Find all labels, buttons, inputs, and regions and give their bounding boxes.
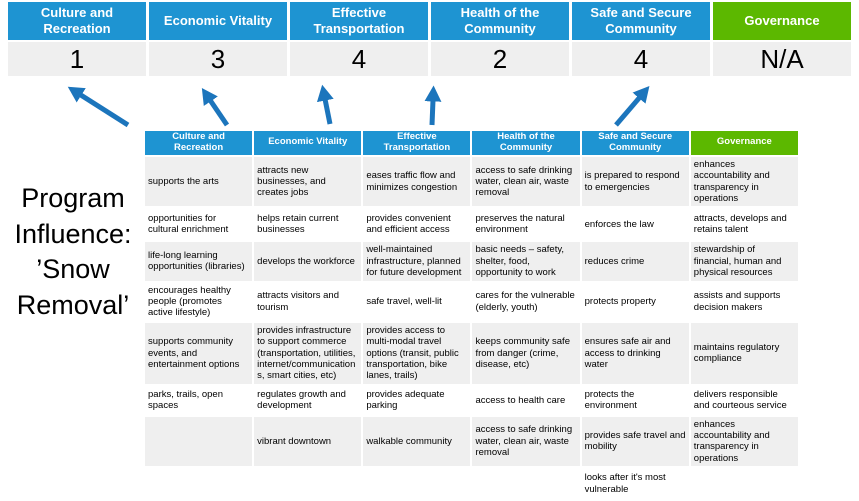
matrix-row-3: life-long learning opportunities (librar…: [142, 240, 801, 283]
matrix-cell-5-1: supports community events, and entertain…: [142, 320, 255, 386]
matrix-cell-6-1: parks, trails, open spaces: [142, 383, 255, 417]
matrix-body: supports the arts attracts new businesses…: [142, 154, 801, 501]
matrix-cell-8-1: [142, 466, 255, 501]
matrix-cell-5-3: provides access to multi-modal travel op…: [361, 320, 473, 386]
matrix-header-2: Effective Transportation: [361, 129, 473, 157]
matrix-cell-5-2: provides infrastructure to support comme…: [252, 320, 364, 386]
summary-header-5: Governance: [713, 2, 851, 40]
matrix-cell-1-1: supports the arts: [142, 154, 255, 209]
arrow-up-right-icon: [614, 85, 650, 127]
summary-score-3: 2: [431, 42, 569, 76]
summary-header-1: Economic Vitality: [149, 2, 287, 40]
matrix-cell-2-1: opportunities for cultural enrichment: [142, 206, 255, 243]
influence-matrix: Culture and Recreation Economic Vitality E…: [142, 129, 801, 501]
summary-header-3: Health of the Community: [431, 2, 569, 40]
matrix-cell-3-6: stewardship of financial, human and phys…: [688, 240, 801, 283]
matrix-cell-5-5: ensures safe air and access to drinking …: [579, 320, 691, 386]
matrix-header-4: Safe and Secure Community: [579, 129, 691, 157]
matrix-cell-2-5: enforces the law: [579, 206, 691, 243]
matrix-cell-8-3: [361, 466, 473, 501]
summary-score-5: N/A: [713, 42, 851, 76]
arrow-up-icon: [316, 84, 334, 125]
matrix-row-5: supports community events, and entertain…: [142, 320, 801, 386]
matrix-cell-6-3: provides adequate parking: [361, 383, 473, 417]
matrix-row-4: encourages healthy people (promotes acti…: [142, 280, 801, 323]
summary-header-4: Safe and Secure Community: [572, 2, 710, 40]
program-title-line: Removal’: [16, 289, 130, 320]
matrix-cell-8-5: looks after it's most vulnerable: [579, 466, 691, 501]
influence-arrows: [67, 84, 650, 128]
summary-score-1: 3: [149, 42, 287, 76]
program-title-line: Program: [21, 183, 125, 213]
matrix-cell-1-3: eases traffic flow and minimizes congest…: [361, 154, 473, 209]
program-title-line: ’Snow: [36, 254, 110, 285]
matrix-cell-5-6: maintains regulatory compliance: [688, 320, 801, 386]
matrix-cell-1-2: attracts new businesses, and creates job…: [252, 154, 364, 209]
matrix-cell-7-6: enhances accountability and transparency…: [688, 414, 801, 469]
matrix-cell-3-2: develops the workforce: [252, 240, 364, 283]
arrow-up-left-icon: [201, 88, 230, 127]
arrow-up-icon: [424, 85, 442, 126]
summary-score-0: 1: [8, 42, 146, 76]
matrix-cell-7-3: walkable community: [361, 414, 473, 469]
summary-header-2: Effective Transportation: [290, 2, 428, 40]
arrow-up-left-icon: [67, 86, 130, 128]
matrix-row-7: vibrant downtown walkable community access…: [142, 414, 801, 469]
matrix-cell-8-2: [252, 466, 364, 501]
matrix-header-5: Governance: [688, 129, 801, 157]
summary-score-4: 4: [572, 42, 710, 76]
matrix-cell-5-4: keeps community safe from danger (crime,…: [470, 320, 582, 386]
matrix-cell-4-6: assists and supports decision makers: [688, 280, 801, 323]
matrix-cell-6-6: delivers responsible and courteous servi…: [688, 383, 801, 417]
summary-score-2: 4: [290, 42, 428, 76]
matrix-header-3: Health of the Community: [470, 129, 582, 157]
matrix-cell-2-4: preserves the natural environment: [470, 206, 582, 243]
matrix-cell-7-5: provides safe travel and mobility: [579, 414, 691, 469]
matrix-row-8: looks after it's most vulnerable: [142, 466, 801, 501]
matrix-row-1: supports the arts attracts new businesses…: [142, 154, 801, 209]
matrix-cell-4-3: safe travel, well-lit: [361, 280, 473, 323]
matrix-cell-6-2: regulates growth and development: [252, 383, 364, 417]
matrix-cell-4-4: cares for the vulnerable (elderly, youth…: [470, 280, 582, 323]
matrix-cell-8-4: [470, 466, 582, 501]
matrix-header-1: Economic Vitality: [252, 129, 364, 157]
matrix-header-0: Culture and Recreation: [142, 129, 255, 157]
matrix-cell-3-3: well-maintained infrastructure, planned …: [361, 240, 473, 283]
program-title-line: Influence:: [14, 218, 132, 249]
matrix-cell-7-2: vibrant downtown: [252, 414, 364, 469]
summary-header-0: Culture and Recreation: [8, 2, 146, 40]
matrix-cell-6-4: access to health care: [470, 383, 582, 417]
matrix-cell-7-1: [142, 414, 255, 469]
matrix-cell-4-5: protects property: [579, 280, 691, 323]
matrix-cell-6-5: protects the environment: [579, 383, 691, 417]
matrix-cell-1-5: is prepared to respond to emergencies: [579, 154, 691, 209]
matrix-cell-8-6: [688, 466, 801, 501]
matrix-cell-4-1: encourages healthy people (promotes acti…: [142, 280, 255, 323]
matrix-header-row: Culture and Recreation Economic Vitality E…: [142, 129, 801, 157]
matrix-cell-3-1: life-long learning opportunities (librar…: [142, 240, 255, 283]
matrix-cell-7-4: access to safe drinking water, clean air…: [470, 414, 582, 469]
matrix-row-6: parks, trails, open spaces regulates grow…: [142, 383, 801, 417]
matrix-row-2: opportunities for cultural enrichment hel…: [142, 206, 801, 243]
matrix-cell-1-6: enhances accountability and transparency…: [688, 154, 801, 209]
matrix-cell-2-6: attracts, develops and retains talent: [688, 206, 801, 243]
matrix-cell-1-4: access to safe drinking water, clean air…: [470, 154, 582, 209]
matrix-cell-3-4: basic needs – safety, shelter, food, opp…: [470, 240, 582, 283]
summary-table: Culture and Recreation Economic Vitality E…: [8, 2, 851, 76]
program-title: Program Influence: ’Snow Removal’: [0, 181, 146, 324]
matrix-cell-2-2: helps retain current businesses: [252, 206, 364, 243]
summary-header-row: Culture and Recreation Economic Vitality E…: [8, 2, 851, 40]
summary-score-row: 1 3 4 2 4 N/A: [8, 40, 851, 76]
matrix-cell-2-3: provides convenient and efficient access: [361, 206, 473, 243]
matrix-cell-3-5: reduces crime: [579, 240, 691, 283]
matrix-cell-4-2: attracts visitors and tourism: [252, 280, 364, 323]
